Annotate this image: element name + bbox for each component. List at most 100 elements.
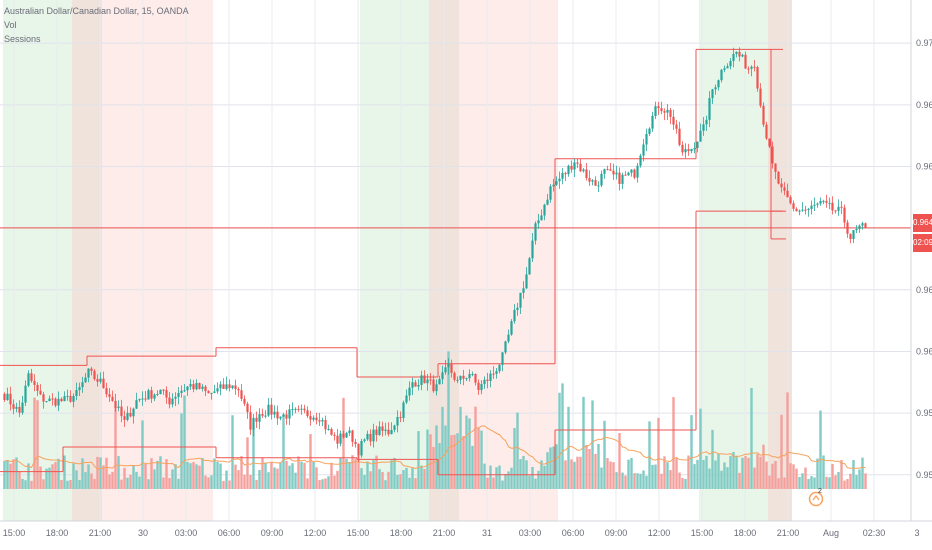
candle-body: [369, 433, 372, 442]
volume-bar: [297, 456, 300, 489]
volume-bar: [783, 477, 786, 489]
candle: [693, 142, 696, 154]
time-axis[interactable]: [0, 520, 932, 550]
candle-body: [240, 390, 243, 399]
candle-body: [750, 66, 753, 69]
volume-bar: [399, 474, 402, 489]
sessions-indicator-label[interactable]: Sessions: [4, 34, 41, 44]
candle-body: [792, 203, 795, 209]
volume-bar: [534, 478, 537, 489]
candle-body: [33, 381, 36, 385]
candle-body: [591, 180, 594, 182]
volume-bar: [177, 478, 180, 489]
symbol-title[interactable]: Australian Dollar/Canadian Dollar, 15, O…: [4, 6, 189, 16]
volume-bar: [210, 475, 213, 489]
volume-bar: [816, 458, 819, 489]
candle-body: [603, 169, 606, 174]
volume-bar: [360, 468, 363, 489]
candle-body: [627, 172, 630, 176]
candle-body: [198, 383, 201, 389]
vol-indicator-label[interactable]: Vol: [4, 20, 17, 30]
candle-body: [729, 61, 732, 67]
candle: [759, 83, 762, 108]
candle-body: [642, 144, 645, 156]
candle-body: [354, 441, 357, 445]
tradingview-logo-icon[interactable]: 2: [808, 487, 824, 507]
volume-bar: [573, 461, 576, 489]
candle-body: [24, 385, 27, 403]
volume-bar: [738, 472, 741, 489]
candle: [585, 163, 588, 181]
candle-body: [630, 169, 633, 173]
candle: [120, 399, 123, 423]
volume-bar: [189, 463, 192, 489]
volume-bar: [588, 449, 591, 489]
candle-body: [549, 186, 552, 200]
volume-bar: [747, 457, 750, 489]
candle: [561, 168, 564, 185]
candle: [777, 171, 780, 185]
candle: [516, 302, 519, 316]
candle: [87, 368, 90, 383]
time-tick-label: 18:00: [46, 528, 69, 538]
time-tick-label: 31: [482, 528, 492, 538]
time-tick-label: 03:00: [519, 528, 542, 538]
countdown-badge: 02:09: [913, 234, 932, 252]
candle-body: [363, 439, 366, 442]
candle-body: [258, 414, 261, 422]
volume-bar: [756, 454, 759, 489]
volume-bar: [771, 463, 774, 489]
candle-body: [30, 373, 33, 382]
candle-body: [372, 429, 375, 442]
candle: [672, 109, 675, 131]
candle: [261, 408, 264, 419]
candle: [846, 219, 849, 238]
candle-body: [210, 392, 213, 394]
volume-bar: [78, 480, 81, 489]
candle: [855, 225, 858, 234]
candle: [306, 406, 309, 419]
volume-bar: [159, 456, 162, 489]
candle: [3, 392, 6, 402]
candle: [222, 378, 225, 390]
volume-bar: [549, 447, 552, 489]
candle: [459, 375, 462, 385]
volume-bar: [36, 400, 39, 489]
volume-bar: [369, 471, 372, 489]
candle: [258, 408, 261, 430]
candle-body: [432, 379, 435, 392]
candle-body: [81, 382, 84, 388]
candle: [99, 372, 102, 384]
volume-bar: [195, 464, 198, 489]
candle: [768, 138, 771, 149]
candle-body: [732, 53, 735, 62]
volume-bar: [519, 459, 522, 489]
candle: [288, 404, 291, 426]
volume-bar: [261, 457, 264, 489]
price-tick-label: 0.96200: [916, 285, 932, 295]
volume-ma-line: [4, 425, 866, 470]
candle-body: [51, 398, 54, 400]
volume-bar: [333, 475, 336, 489]
candle-body: [705, 119, 708, 125]
candle: [144, 391, 147, 402]
candle-body: [720, 69, 723, 81]
price-axis[interactable]: [910, 0, 932, 521]
candle: [150, 386, 153, 403]
volume-bar: [114, 407, 117, 489]
candle: [807, 207, 810, 217]
candle: [294, 407, 297, 414]
candle: [684, 143, 687, 159]
candle-body: [531, 240, 534, 259]
candle-body: [573, 162, 576, 170]
volume-bar: [273, 467, 276, 489]
candle-body: [381, 426, 384, 431]
volume-bar: [243, 474, 246, 489]
candle-body: [564, 172, 567, 175]
price-tick-label: 0.96000: [916, 346, 932, 356]
volume-bar: [111, 471, 114, 489]
candle-body: [714, 87, 717, 90]
candle-body: [150, 390, 153, 399]
candle: [429, 372, 432, 385]
